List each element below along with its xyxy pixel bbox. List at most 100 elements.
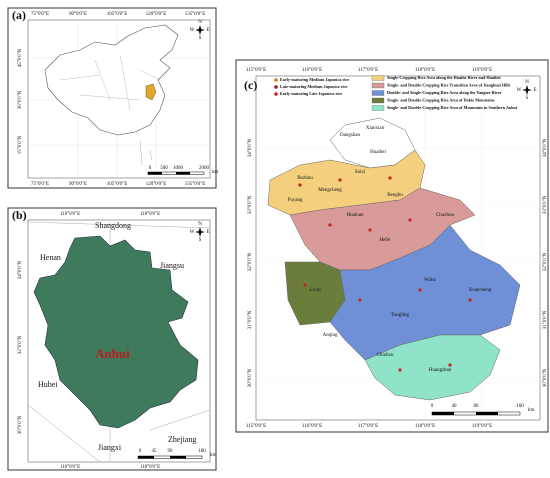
legend-label: Single- and Double-Cropping Rice Area of… — [387, 105, 518, 110]
compass-label: S — [526, 96, 529, 101]
lon-tick-label: 120°0'0"E — [146, 182, 167, 187]
place-label: Hubei — [38, 380, 58, 389]
place-label: Bengbu — [387, 193, 403, 198]
compass — [522, 85, 532, 95]
scale-bar — [138, 456, 154, 459]
lon-tick-label: 116°0'0"E — [302, 424, 322, 429]
anhui-highlight — [145, 83, 157, 101]
compass-label: W — [190, 230, 195, 235]
place-label: Dangshan — [340, 133, 360, 138]
legend-marker — [274, 85, 278, 89]
compass-label: S — [199, 238, 202, 243]
lon-tick-label: 115°0'0"E — [246, 68, 266, 73]
legend-label: Single- and Double-Cropping Rice Area of… — [387, 97, 495, 102]
lat-tick-label: 31°0'0"N — [248, 310, 253, 329]
place-label: Xiaoxian — [366, 126, 385, 131]
place-label: Lu'an — [309, 288, 321, 293]
lon-tick-label: 116°0'0"E — [302, 68, 322, 73]
legend-swatch — [371, 82, 385, 89]
lon-tick-label: 116°0'0"E — [60, 465, 80, 470]
place-label: Anqing — [323, 333, 339, 338]
islands — [139, 139, 153, 166]
map-frame — [27, 19, 211, 179]
lon-tick-label: 117°0'0"E — [358, 424, 378, 429]
lon-tick-label: 90°0'0"E — [69, 12, 87, 17]
place-label: Wuhu — [424, 278, 437, 283]
lon-tick-label: 105°0'0"E — [107, 12, 128, 17]
scale-label: 0 — [431, 404, 434, 409]
lon-tick-label: 90°0'0"E — [69, 182, 87, 187]
place-label: Mengcheng — [318, 188, 342, 193]
lon-tick-label: 119°0'0"E — [472, 68, 492, 73]
lon-tick-label: 120°0'0"E — [146, 12, 167, 17]
scale-label: 500 — [160, 166, 168, 171]
province-borders — [59, 54, 161, 111]
legend-swatch — [371, 97, 385, 104]
scale-bar — [176, 172, 190, 175]
legend-swatch — [371, 90, 385, 96]
lat-tick-label: 30°0'0"N — [18, 90, 23, 109]
panel-label: (c) — [244, 78, 257, 92]
panel-label: (a) — [12, 8, 26, 22]
scale-label: 2000 — [199, 166, 210, 171]
place-label: Fuyang — [288, 198, 304, 203]
lon-tick-label: 117°0'0"E — [358, 68, 378, 73]
lat-tick-label: 31°0'0"N — [543, 310, 548, 329]
legend-swatch — [371, 105, 385, 111]
scale-bar — [432, 412, 454, 415]
region-3 — [329, 224, 521, 361]
legend-marker — [274, 78, 278, 82]
place-label: Anhui — [95, 346, 130, 361]
compass-label: N — [198, 222, 202, 227]
compass-label: W — [517, 88, 522, 93]
lat-tick-label: 33°0'0"N — [543, 195, 548, 214]
scale-label: 45 — [152, 449, 158, 454]
lon-tick-label: 116°0'0"E — [60, 212, 80, 217]
lat-tick-label: 45°0'0"N — [18, 48, 23, 67]
scale-unit: km — [212, 170, 219, 175]
place-label: Xuancheng — [469, 288, 492, 293]
place-label: Huaibei — [370, 150, 386, 155]
lon-tick-label: 75°0'0"E — [31, 182, 49, 187]
lon-tick-label: 118°0'0"E — [140, 465, 160, 470]
legend-label: Double- and Single-Cropping Rice Area al… — [387, 90, 502, 95]
lat-tick-label: 34°0'0"N — [543, 138, 548, 157]
scale-label: 1000 — [173, 166, 184, 171]
scale-bar — [476, 412, 498, 415]
lon-tick-label: 118°0'0"E — [140, 212, 160, 217]
legend-marker — [274, 92, 278, 96]
lat-tick-label: 34°0'0"N — [18, 260, 23, 279]
lat-tick-label: 32°0'0"N — [18, 335, 23, 354]
lon-tick-label: 119°0'0"E — [472, 424, 492, 429]
lon-tick-label: 105°0'0"E — [107, 182, 128, 187]
place-label: Shangdong — [95, 221, 131, 230]
place-label: Tongling — [391, 313, 409, 318]
lat-tick-label: 32°0'0"N — [543, 252, 548, 271]
lat-tick-label: 30°0'0"N — [543, 368, 548, 387]
place-label: Suixi — [355, 170, 366, 175]
legend-swatch — [371, 75, 385, 81]
lon-tick-label: 135°0'0"E — [185, 12, 206, 17]
place-label: Huangshan — [429, 368, 452, 373]
lat-tick-label: 32°0'0"N — [248, 252, 253, 271]
compass-label: S — [199, 36, 202, 41]
panel-label: (b) — [12, 208, 27, 222]
scale-label: 40 — [452, 404, 458, 409]
place-label: Huainan — [347, 213, 364, 218]
compass-label: N — [198, 20, 202, 25]
compass-label: N — [525, 80, 529, 85]
scale-label: 80 — [474, 404, 480, 409]
lon-tick-label: 115°0'0"E — [246, 424, 266, 429]
place-label: Chuzhou — [436, 213, 455, 218]
lat-tick-label: 30°0'0"N — [248, 368, 253, 387]
compass-label: E — [206, 230, 209, 235]
scale-unit: km — [528, 408, 535, 413]
lon-tick-label: 118°0'0"E — [415, 424, 435, 429]
scale-label: 90 — [168, 449, 174, 454]
lat-tick-label: 30°0'0"N — [18, 415, 23, 434]
scale-unit: km — [210, 453, 217, 458]
compass-label: W — [190, 28, 195, 33]
map-frame — [27, 219, 211, 463]
legend-label: Single-Cropping Rice Area along the Huai… — [387, 75, 501, 80]
